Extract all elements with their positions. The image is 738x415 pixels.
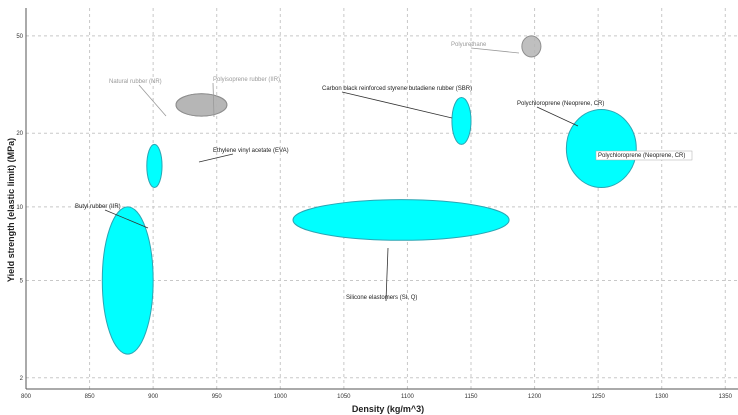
annotation-label: Silicone elastomers (SI, Q) [346, 295, 417, 301]
x-tick-label: 1200 [528, 394, 542, 400]
annotation-label: Polyisoprene rubber (IIR) [213, 77, 280, 83]
x-tick-label: 1050 [337, 394, 351, 400]
annotation-leader [212, 82, 215, 118]
x-axis-title: Density (kg/m^3) [352, 404, 424, 414]
material-bubble [565, 109, 637, 188]
material-bubble [521, 35, 542, 58]
y-axis-title: Yield strength (elastic limit) (MPa) [6, 138, 16, 282]
annotation-label: Ethylene vinyl acetate (EVA) [213, 148, 289, 154]
x-tick-label: 1000 [274, 394, 288, 400]
annotation-leader [104, 209, 149, 229]
material-bubbles [101, 35, 637, 355]
y-tick-label: 10 [16, 205, 23, 211]
y-tick-label: 5 [20, 278, 24, 284]
material-bubble [292, 199, 510, 241]
annotation-leader [198, 153, 234, 163]
x-tick-label: 1150 [465, 394, 479, 400]
annotation-leader [138, 84, 167, 117]
annotation-label: Butyl rubber (IIR) [75, 204, 121, 210]
annotation-leaders [104, 47, 579, 302]
annotation-label: Polyurethane [451, 42, 487, 48]
annotation-leader [536, 106, 579, 127]
annotation-leader [341, 91, 453, 119]
annotation-label: Polychloroprene (Neoprene, CR) [517, 101, 604, 107]
material-bubble [451, 96, 472, 145]
y-tick-labels: 2 5 10 20 50 [16, 34, 23, 382]
x-tick-label: 900 [148, 394, 159, 400]
material-bubble [146, 143, 163, 188]
x-tick-labels: 800 850 900 950 1000 1050 1100 1150 1200 1250 1300… [21, 394, 733, 400]
x-tick-label: 850 [85, 394, 96, 400]
y-tick-label: 2 [20, 376, 24, 382]
annotation-leader [470, 47, 520, 54]
x-tick-label: 1250 [591, 394, 605, 400]
material-bubble [101, 206, 154, 355]
annotation-labels: Natural rubber (NR) Polyisoprene rubber (… [75, 42, 693, 301]
x-tick-label: 950 [212, 394, 223, 400]
annotation-label: Carbon black reinforced styrene butadien… [322, 86, 472, 92]
x-tick-label: 800 [21, 394, 32, 400]
material-bubble [175, 93, 228, 117]
x-tick-label: 1100 [401, 394, 415, 400]
y-tick-label: 50 [16, 34, 23, 40]
annotation-label: Polychloroprene (Neoprene, CR) [598, 153, 685, 159]
x-tick-label: 1300 [655, 394, 669, 400]
annotation-leader [385, 247, 389, 302]
y-tick-label: 20 [16, 131, 23, 137]
x-tick-label: 1350 [719, 394, 733, 400]
annotation-label: Natural rubber (NR) [109, 79, 162, 85]
annotation-box [595, 150, 693, 161]
